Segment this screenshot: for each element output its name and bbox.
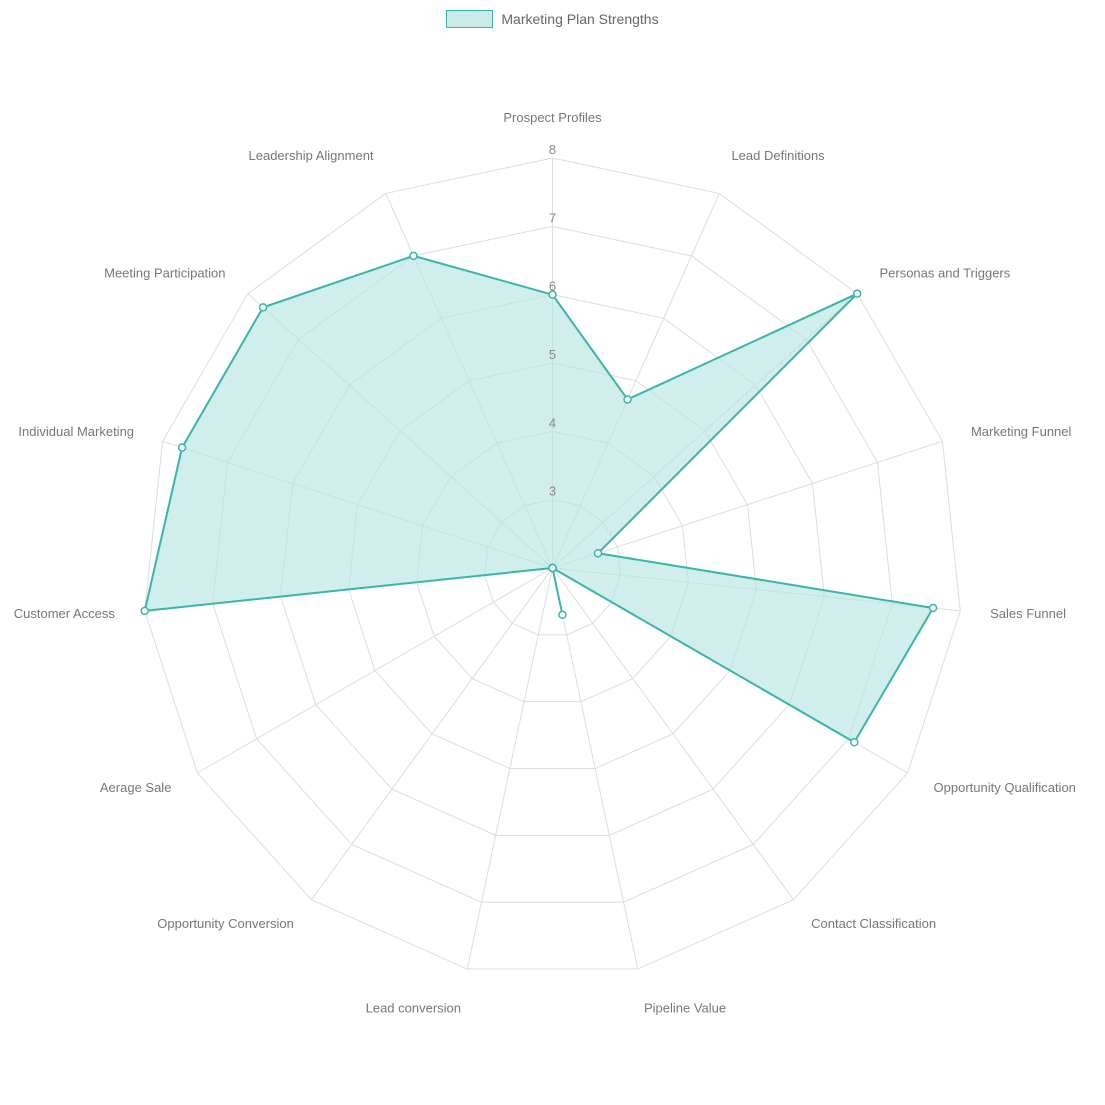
- series-point: [930, 604, 937, 611]
- series-point: [594, 550, 601, 557]
- axis-label: Opportunity Conversion: [157, 916, 294, 931]
- series-point: [559, 611, 566, 618]
- axis-label: Marketing Funnel: [971, 424, 1072, 439]
- tick-label: 6: [549, 279, 556, 294]
- axis-label: Customer Access: [14, 606, 116, 621]
- series-point: [179, 444, 186, 451]
- grid-spoke: [312, 568, 553, 900]
- series-point: [854, 290, 861, 297]
- series-point: [260, 304, 267, 311]
- axis-label: Sales Funnel: [990, 606, 1066, 621]
- axis-label: Contact Classification: [811, 916, 936, 931]
- axis-label: Aerage Sale: [100, 780, 172, 795]
- axis-label: Prospect Profiles: [503, 110, 602, 125]
- axis-label: Lead Definitions: [731, 148, 825, 163]
- axis-label: Meeting Participation: [104, 266, 225, 281]
- axis-label: Leadership Alignment: [249, 148, 374, 163]
- series-point: [851, 739, 858, 746]
- legend-label: Marketing Plan Strengths: [501, 11, 658, 27]
- series-area: [145, 256, 933, 742]
- radar-chart: 3 4 5 6 7 8 Prospect Profiles Lead Definitions P…: [0, 28, 1105, 1098]
- tick-label: 7: [549, 210, 556, 225]
- tick-label: 8: [549, 142, 556, 157]
- axis-label: Personas and Triggers: [879, 266, 1010, 281]
- series-point: [624, 396, 631, 403]
- legend: Marketing Plan Strengths: [0, 0, 1105, 28]
- axis-label: Pipeline Value: [644, 1000, 726, 1015]
- axis-label: Lead conversion: [366, 1000, 461, 1015]
- series-point: [410, 252, 417, 259]
- legend-swatch: [446, 10, 493, 28]
- series-point: [141, 607, 148, 614]
- tick-label: 4: [549, 415, 556, 430]
- axis-label: Individual Marketing: [18, 424, 134, 439]
- axis-label: Opportunity Qualification: [934, 780, 1076, 795]
- tick-label: 3: [549, 484, 556, 499]
- center-point: [549, 565, 556, 572]
- tick-label: 5: [549, 347, 556, 362]
